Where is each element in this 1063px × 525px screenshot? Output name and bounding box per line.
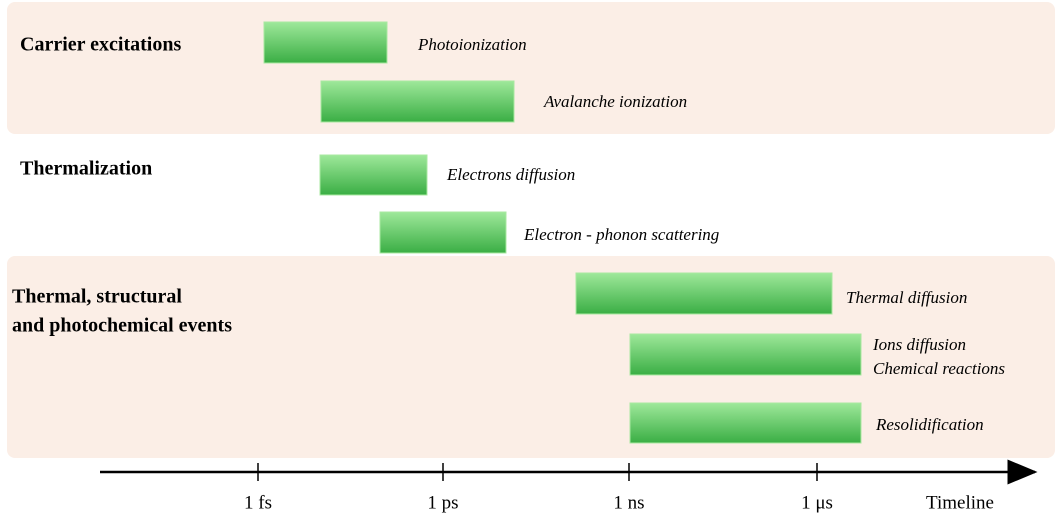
process-bar [629,333,862,376]
group-label: Thermalization [20,158,152,180]
group-label: Thermal, structural [12,286,182,308]
tick-label: 1 ps [427,492,458,513]
tick-label: 1 ns [613,492,644,513]
process-label: Thermal diffusion [846,288,967,307]
process-label: Resolidification [875,415,984,434]
process-label: Chemical reactions [873,359,1005,378]
axis-title: Timeline [926,492,994,513]
process-label: Avalanche ionization [543,92,687,111]
process-label: Electrons diffusion [446,165,575,184]
process-label: Photoionization [417,35,527,54]
process-bar [379,211,507,254]
group-label: and photochemical events [12,315,232,337]
group-label: Carrier excitations [20,34,181,56]
band [7,2,1055,134]
tick-label: 1 μs [801,492,833,513]
tick-label: 1 fs [244,492,272,513]
process-bar [575,272,833,315]
process-bar [319,154,428,196]
process-label: Electron - phonon scattering [523,225,719,244]
process-bar [263,21,388,64]
process-bar [320,80,515,123]
process-bar [629,402,862,444]
process-label: Ions diffusion [872,335,966,354]
